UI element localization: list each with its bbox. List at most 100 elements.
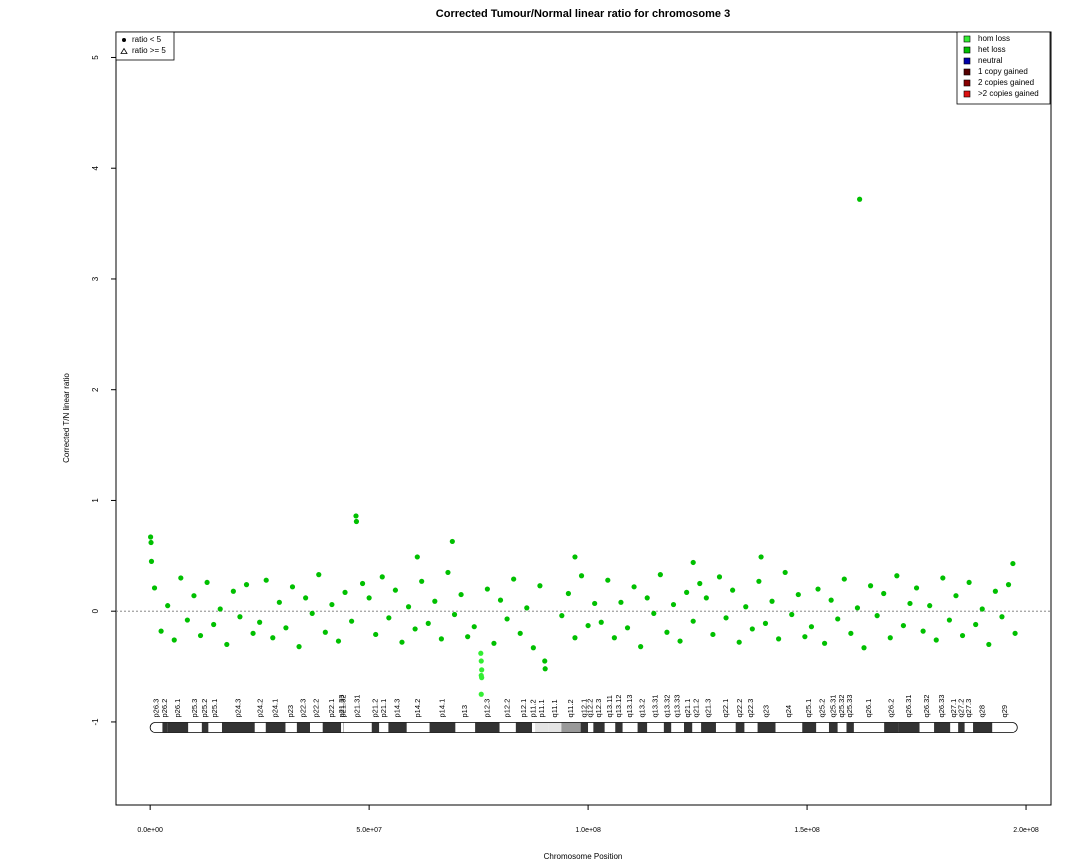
- data-point: [250, 630, 256, 636]
- data-point: [270, 635, 276, 641]
- band-label: p14.2: [413, 699, 422, 718]
- band-label: q22.3: [746, 699, 755, 718]
- data-point: [353, 518, 360, 525]
- band-label: q25.32: [837, 695, 846, 718]
- band-label: q21.1: [683, 699, 692, 718]
- data-point: [542, 658, 548, 664]
- ideogram-band: [535, 722, 549, 733]
- data-point: [458, 591, 464, 598]
- legend-label: >2 copies gained: [978, 89, 1039, 98]
- data-point: [211, 621, 217, 628]
- shape-legend-box: [115, 31, 175, 61]
- ideogram-band: [285, 722, 297, 733]
- ideogram-band: [757, 722, 776, 733]
- ideogram-band: [744, 722, 758, 733]
- data-point: [684, 589, 690, 595]
- data-point: [322, 629, 328, 635]
- data-point: [1012, 630, 1018, 636]
- data-point: [861, 645, 867, 651]
- data-point: [927, 603, 933, 609]
- band-label: p12.2: [503, 699, 512, 718]
- data-point: [611, 635, 617, 641]
- data-point: [723, 615, 729, 621]
- data-point: [920, 628, 926, 634]
- data-point: [841, 576, 847, 582]
- data-point: [449, 538, 455, 545]
- x-tick-label: 1.0e+08: [575, 827, 601, 834]
- band-label: q25.1: [804, 699, 813, 718]
- data-point: [329, 601, 335, 608]
- ideogram-band: [588, 722, 594, 733]
- ideogram-band: [846, 722, 854, 733]
- data-point: [697, 580, 703, 587]
- data-point: [913, 585, 920, 591]
- band-label: q25.2: [818, 699, 827, 718]
- ideogram-band: [499, 722, 516, 733]
- data-point: [197, 632, 204, 639]
- band-label: q26.1: [864, 699, 873, 718]
- data-point: [243, 582, 250, 588]
- band-label: q21.3: [704, 699, 713, 718]
- data-point: [795, 591, 801, 598]
- band-label: q28: [978, 705, 987, 718]
- ideogram-band: [388, 722, 407, 733]
- ideogram-band: [343, 722, 344, 733]
- band-label: q11.1: [550, 699, 559, 717]
- band-label: p13: [460, 705, 469, 718]
- data-point: [414, 554, 420, 560]
- data-point: [386, 615, 392, 621]
- band-label: q27.1: [949, 699, 958, 718]
- ideogram-band: [221, 722, 255, 733]
- legend-symbol: [122, 38, 126, 42]
- band-label: p21.33: [337, 695, 346, 718]
- band-label: q22.1: [721, 699, 730, 718]
- band-label: q13.33: [673, 695, 682, 718]
- data-point: [881, 590, 887, 597]
- data-point: [537, 583, 543, 589]
- data-point: [762, 620, 769, 626]
- data-point: [171, 637, 177, 643]
- ideogram-band: [853, 722, 885, 733]
- data-point: [690, 618, 696, 624]
- data-point: [504, 616, 510, 622]
- data-point: [148, 558, 155, 564]
- data-point: [230, 588, 236, 594]
- data-point: [147, 534, 154, 540]
- band-label: q26.2: [886, 699, 895, 718]
- data-point: [808, 624, 815, 630]
- data-point: [366, 595, 372, 601]
- band-label: q26.31: [904, 695, 913, 718]
- data-point: [703, 595, 709, 601]
- y-axis-label: Corrected T/N linear ratio: [62, 373, 71, 463]
- data-point: [900, 622, 907, 629]
- band-label: q13.31: [651, 695, 660, 718]
- data-point: [542, 666, 548, 672]
- data-point: [478, 650, 484, 656]
- data-point: [992, 588, 998, 594]
- plot-frame: [115, 31, 1052, 806]
- band-label: q12.2: [586, 699, 595, 718]
- data-point: [1010, 560, 1016, 567]
- ideogram-band: [201, 722, 209, 733]
- data-point: [657, 572, 663, 578]
- band-label: q29: [1000, 705, 1009, 718]
- band-label: q11.2: [566, 699, 575, 717]
- data-point: [828, 597, 834, 603]
- ideogram-band: [671, 722, 685, 733]
- data-point: [478, 658, 484, 664]
- y-tick-label: 3: [91, 276, 100, 281]
- ideogram-band: [548, 722, 562, 733]
- data-point: [335, 638, 342, 644]
- band-label: q25.33: [845, 695, 854, 718]
- y-tick-label: -1: [91, 718, 100, 726]
- data-point: [585, 622, 591, 629]
- ideogram-band: [296, 722, 311, 733]
- data-point: [342, 589, 348, 595]
- legend-label: neutral: [978, 56, 1003, 65]
- legend-swatch: [963, 79, 971, 87]
- data-point: [349, 618, 355, 624]
- data-point: [511, 576, 517, 582]
- ideogram-band: [254, 722, 266, 733]
- band-label: p21.31: [353, 695, 362, 718]
